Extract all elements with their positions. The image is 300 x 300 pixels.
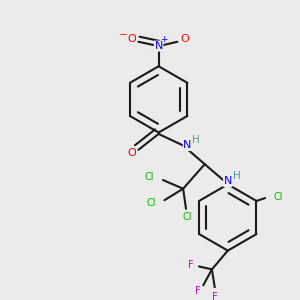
Text: +: + xyxy=(160,35,168,44)
Text: O: O xyxy=(127,148,136,158)
Text: H: H xyxy=(192,135,200,145)
Text: F: F xyxy=(188,260,193,270)
Text: O: O xyxy=(127,34,136,44)
Text: O: O xyxy=(181,34,190,44)
Text: Cl: Cl xyxy=(145,172,154,182)
Text: F: F xyxy=(212,292,218,300)
Text: Cl: Cl xyxy=(274,192,283,202)
Text: Cl: Cl xyxy=(183,212,192,223)
Text: N: N xyxy=(183,140,192,151)
Text: H: H xyxy=(232,171,240,181)
Text: Cl: Cl xyxy=(146,198,156,208)
Text: −: − xyxy=(119,30,128,40)
Text: N: N xyxy=(224,176,232,187)
Text: N: N xyxy=(154,41,163,51)
Text: F: F xyxy=(195,286,200,296)
